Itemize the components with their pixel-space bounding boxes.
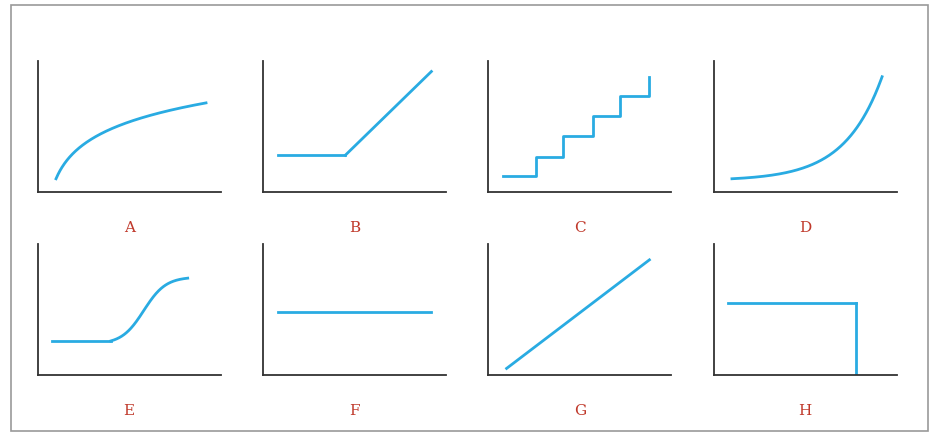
Text: B: B — [349, 221, 360, 235]
Text: G: G — [574, 404, 586, 418]
Text: F: F — [349, 404, 360, 418]
Text: C: C — [574, 221, 586, 235]
Text: D: D — [799, 221, 811, 235]
Text: E: E — [124, 404, 134, 418]
Text: H: H — [798, 404, 812, 418]
Text: A: A — [124, 221, 134, 235]
